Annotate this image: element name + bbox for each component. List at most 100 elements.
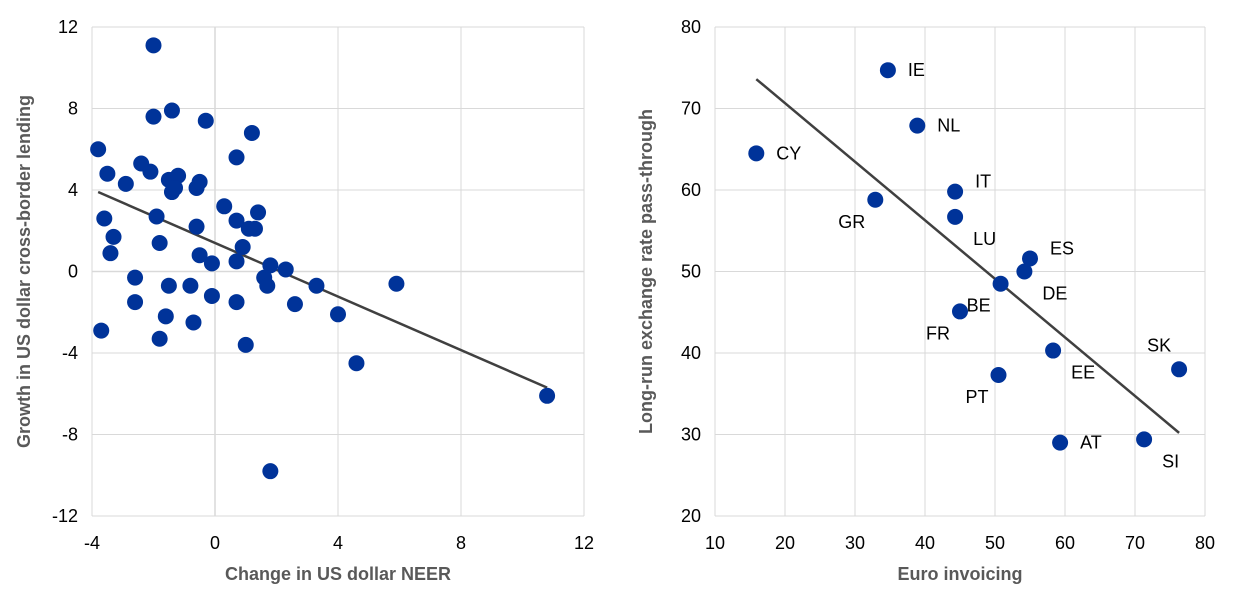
data-point	[163, 102, 180, 119]
data-point	[197, 112, 214, 129]
x-tick-label: 30	[845, 533, 865, 553]
data-point	[277, 261, 294, 278]
y-tick-label: 80	[681, 17, 701, 37]
point-label: PT	[965, 387, 988, 407]
y-tick-label: 30	[681, 425, 701, 445]
x-tick-label: 70	[1125, 533, 1145, 553]
data-point	[151, 234, 168, 251]
data-point	[148, 208, 165, 225]
y-tick-label: 70	[681, 99, 701, 119]
data-point	[947, 183, 964, 200]
data-point	[879, 62, 896, 79]
data-point	[142, 163, 159, 180]
data-point	[160, 277, 177, 294]
data-point	[127, 294, 144, 311]
x-tick-label: 50	[985, 533, 1005, 553]
y-tick-label: -12	[52, 506, 78, 526]
data-point	[145, 108, 162, 125]
x-tick-label: 80	[1195, 533, 1215, 553]
y-tick-label: 50	[681, 262, 701, 282]
data-point	[330, 306, 346, 323]
trend-line	[755, 78, 1180, 434]
data-point	[90, 141, 107, 158]
y-tick-label: 40	[681, 343, 701, 363]
data-point	[262, 463, 279, 480]
y-axis-title: Growth in US dollar cross-border lending	[14, 95, 34, 448]
x-tick-label: -4	[84, 533, 100, 553]
data-point	[1136, 431, 1153, 448]
data-point	[990, 367, 1007, 384]
data-point	[191, 173, 208, 190]
data-point	[947, 208, 964, 225]
data-point	[1171, 361, 1188, 378]
data-point	[1045, 342, 1062, 359]
point-label: DE	[1042, 284, 1067, 304]
data-point	[216, 198, 233, 215]
data-point	[308, 277, 325, 294]
data-point	[952, 303, 968, 320]
y-tick-label: -8	[62, 425, 78, 445]
x-tick-label: 8	[456, 533, 466, 553]
chart-left: -4 0 4 8 12 -12 -8 -4 0 4 8 12 Change in US dollar N…	[14, 17, 594, 584]
y-tick-label: 12	[58, 17, 78, 37]
data-point	[105, 228, 122, 245]
data-point	[388, 275, 405, 292]
x-axis-title: Change in US dollar NEER	[225, 564, 451, 584]
data-point	[909, 117, 926, 134]
x-tick-label: 4	[333, 533, 343, 553]
point-label: ES	[1050, 238, 1074, 258]
data-point	[203, 255, 220, 272]
data-point	[246, 220, 263, 237]
data-point	[185, 314, 202, 331]
data-point	[151, 330, 168, 347]
y-axis-title: Long-run exchange rate pass-through	[636, 109, 656, 434]
data-point	[348, 355, 365, 372]
data-point	[96, 210, 113, 227]
data-point	[93, 322, 110, 339]
point-label: FR	[926, 323, 950, 343]
data-point	[170, 167, 187, 184]
y-tick-label: -4	[62, 343, 78, 363]
x-tick-label: 20	[775, 533, 795, 553]
x-axis-title: Euro invoicing	[897, 564, 1022, 584]
data-point	[99, 165, 116, 182]
point-label: LU	[973, 229, 996, 249]
point-label: NL	[937, 116, 960, 136]
data-point	[228, 294, 245, 311]
point-label: EE	[1071, 363, 1095, 383]
data-point	[262, 257, 279, 274]
point-label: GR	[838, 212, 865, 232]
data-point	[203, 287, 220, 304]
data-point	[167, 179, 184, 196]
point-label: IE	[908, 60, 925, 80]
data-point	[228, 212, 245, 229]
x-tick-label: 0	[210, 533, 220, 553]
data-point	[228, 253, 245, 270]
point-label: AT	[1080, 433, 1102, 453]
data-point	[237, 336, 254, 353]
data-point	[243, 124, 260, 141]
data-point	[117, 175, 134, 192]
y-tick-label: 20	[681, 506, 701, 526]
point-label: CY	[776, 143, 801, 163]
data-point	[145, 37, 162, 54]
y-tick-label: 60	[681, 180, 701, 200]
x-tick-label: 60	[1055, 533, 1075, 553]
data-point	[992, 275, 1009, 292]
point-label: SI	[1162, 451, 1179, 471]
data-point	[234, 239, 251, 256]
x-tick-label: 12	[574, 533, 594, 553]
data-point	[1016, 263, 1033, 280]
data-point	[867, 191, 884, 208]
data-point	[228, 149, 245, 166]
data-point	[182, 277, 199, 294]
point-label: BE	[967, 296, 991, 316]
data-point	[1022, 250, 1038, 267]
data-point	[286, 296, 303, 313]
data-point	[1052, 434, 1069, 451]
data-point	[191, 247, 208, 264]
data-point	[748, 145, 765, 162]
point-label: SK	[1147, 335, 1171, 355]
